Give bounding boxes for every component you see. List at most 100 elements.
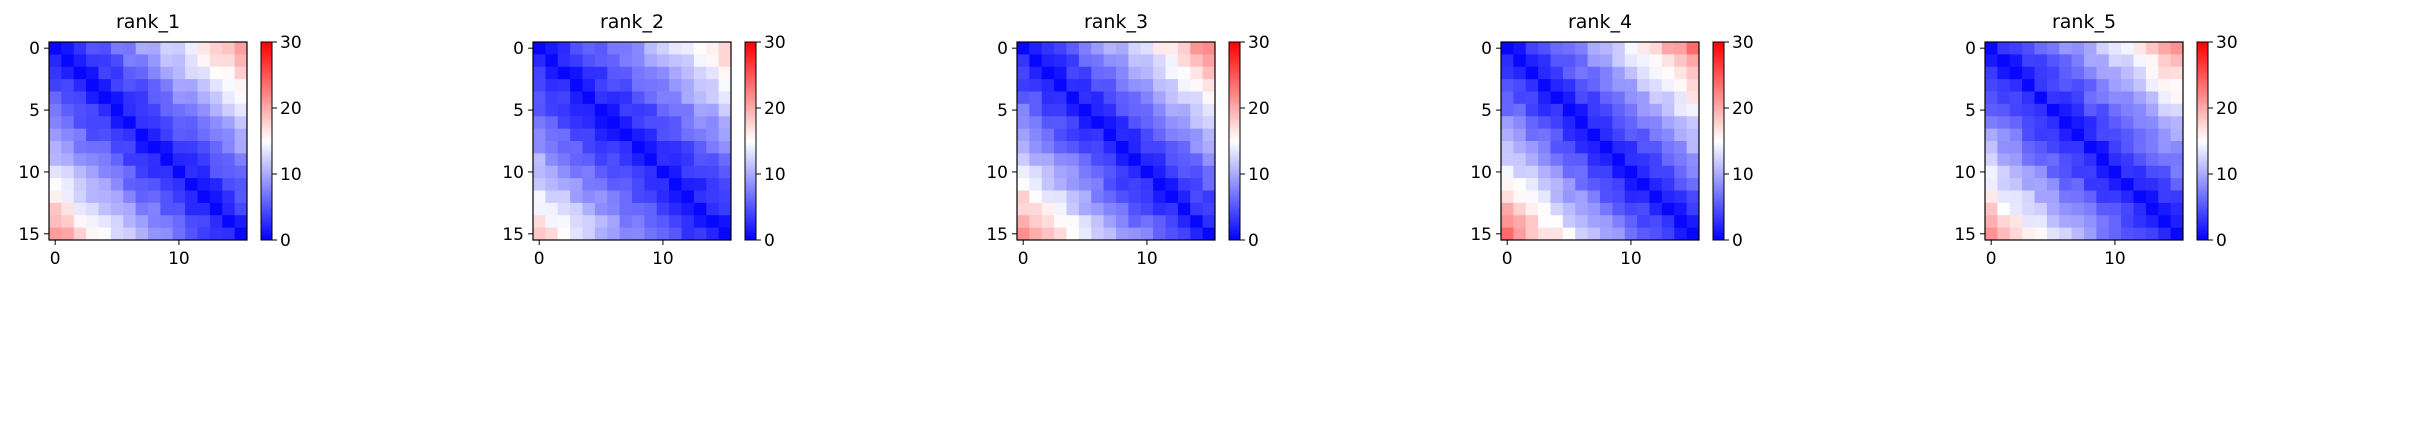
heatmap-cell: [644, 91, 658, 105]
heatmap-cell: [1017, 66, 1030, 80]
heatmap-cell: [1550, 227, 1564, 241]
heatmap-cell: [718, 165, 732, 179]
heatmap-cell: [1066, 116, 1080, 130]
heatmap-cell: [1686, 66, 1700, 80]
heatmap-cell: [557, 141, 571, 154]
heatmap-cell: [1562, 128, 1576, 142]
heatmap-cell: [1525, 54, 1539, 68]
heatmap-cell: [1587, 42, 1601, 55]
heatmap-cell: [1674, 227, 1688, 241]
heatmap-cell: [607, 54, 621, 68]
heatmap-cell: [681, 178, 695, 191]
heatmap-cell: [61, 79, 75, 92]
heatmap-cell: [582, 79, 596, 92]
heatmap-cell: [669, 91, 682, 105]
heatmap-cell: [1041, 141, 1055, 154]
heatmap-cell: [197, 54, 211, 68]
heatmap-cell: [570, 190, 583, 204]
heatmap-cell: [2108, 54, 2122, 68]
heatmap-cell: [209, 91, 223, 105]
heatmap-cell: [619, 153, 633, 167]
heatmap-cell: [669, 202, 682, 216]
heatmap-cell: [2084, 79, 2097, 92]
heatmap-cell: [644, 128, 658, 142]
heatmap-cell: [1177, 66, 1191, 80]
heatmap-cell: [2071, 42, 2085, 55]
heatmap-cell: [1637, 227, 1650, 241]
heatmap-cell: [1997, 116, 2011, 130]
heatmap-cell: [2145, 178, 2159, 191]
heatmap-cell: [632, 165, 645, 179]
heatmap-cell: [2121, 103, 2134, 117]
heatmap-cell: [2133, 103, 2147, 117]
heatmap-cell: [1128, 141, 1142, 154]
heatmap-cell: [1985, 190, 1998, 204]
heatmap-cell: [197, 79, 211, 92]
heatmap-cell: [49, 215, 62, 229]
heatmap-cell: [1661, 202, 1675, 216]
heatmap-cell: [1649, 54, 1663, 68]
heatmap-cell: [1624, 66, 1638, 80]
heatmap-cell: [222, 66, 236, 80]
heatmap-cell: [2084, 128, 2097, 142]
heatmap-cell: [1649, 153, 1663, 167]
heatmap-cell: [2108, 128, 2122, 142]
chart-title: rank_3: [1084, 11, 1148, 33]
heatmap-cell: [2145, 54, 2159, 68]
heatmap-cell: [1562, 42, 1576, 55]
heatmap-cell: [2133, 227, 2147, 241]
heatmap-cell: [557, 227, 571, 241]
heatmap-cell: [160, 103, 174, 117]
heatmap-cell: [1078, 91, 1092, 105]
heatmap-cell: [148, 202, 161, 216]
heatmap-cell: [1674, 190, 1688, 204]
heatmap-cell: [2170, 91, 2184, 105]
heatmap-cell: [1649, 91, 1663, 105]
heatmap-cell: [669, 178, 682, 191]
heatmap-cell: [1153, 79, 1166, 92]
heatmap-cell: [1501, 141, 1514, 154]
heatmap-cell: [718, 54, 732, 68]
heatmap-cell: [1140, 128, 1154, 142]
heatmap-cell: [2084, 190, 2097, 204]
heatmap-cell: [110, 42, 124, 55]
heatmap-cell: [172, 190, 186, 204]
heatmap-cell: [1538, 165, 1551, 179]
heatmap-cell: [1575, 165, 1589, 179]
heatmap-cell: [1177, 42, 1191, 55]
heatmap-cell: [1140, 42, 1154, 55]
heatmap-cell: [557, 54, 571, 68]
heatmap-cell: [1674, 103, 1688, 117]
heatmap-cell: [2046, 190, 2060, 204]
heatmap-cell: [1587, 202, 1601, 216]
heatmap-cell: [110, 165, 124, 179]
x-tick-label: 10: [1136, 249, 1158, 269]
heatmap-cell: [1600, 116, 1613, 130]
heatmap-cell: [1661, 128, 1675, 142]
heatmap-cell: [2133, 190, 2147, 204]
heatmap-cell: [2158, 153, 2172, 167]
heatmap-cell: [545, 202, 559, 216]
heatmap-cell: [557, 103, 571, 117]
heatmap-cell: [2046, 178, 2060, 191]
heatmap-cell: [1165, 54, 1179, 68]
heatmap-cell: [582, 227, 596, 241]
heatmap-cell: [1165, 178, 1179, 191]
heatmap-cell: [1624, 79, 1638, 92]
heatmap-cell: [73, 141, 87, 154]
heatmap-cell: [2034, 165, 2048, 179]
heatmap-cell: [1624, 103, 1638, 117]
heatmap-cell: [2096, 190, 2110, 204]
y-tick-label: 0: [1481, 39, 1492, 59]
heatmap-cell: [61, 178, 75, 191]
heatmap-cell: [582, 215, 596, 229]
heatmap-cell: [1587, 190, 1601, 204]
heatmap-cell: [1575, 42, 1589, 55]
heatmap-cell: [1153, 215, 1166, 229]
heatmap-cell: [1587, 165, 1601, 179]
heatmap-cell: [1091, 103, 1105, 117]
heatmap-cell: [693, 141, 707, 154]
heatmap-cell: [669, 141, 682, 154]
heatmap-cell: [570, 153, 583, 167]
heatmap-cell: [582, 178, 596, 191]
